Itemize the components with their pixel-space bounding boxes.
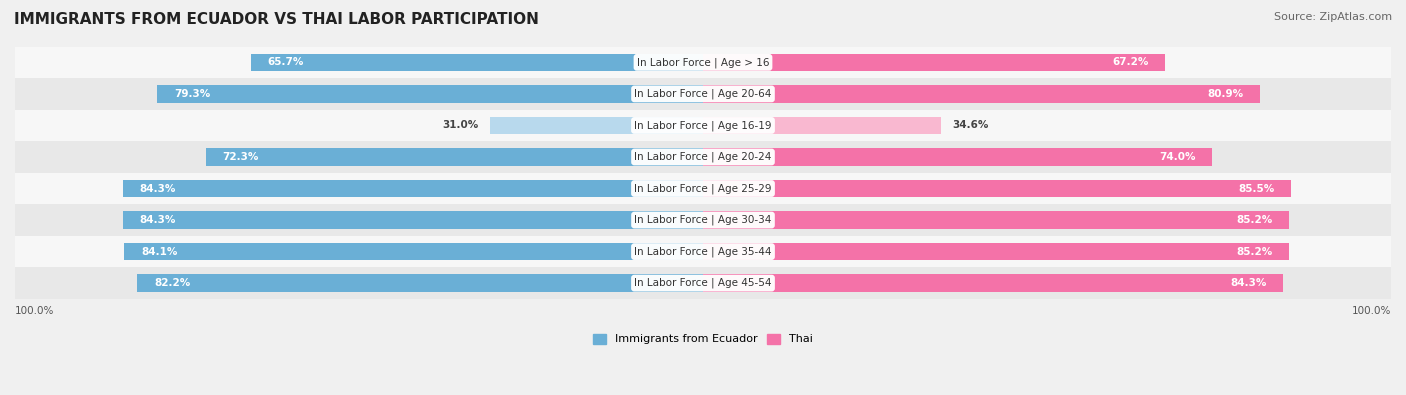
Text: 84.1%: 84.1% (141, 246, 177, 257)
Text: 67.2%: 67.2% (1112, 57, 1149, 68)
Bar (703, 211, 1289, 229)
Text: 31.0%: 31.0% (443, 120, 478, 130)
Text: 85.5%: 85.5% (1239, 184, 1275, 194)
Bar (703, 180, 1291, 197)
Text: In Labor Force | Age 25-29: In Labor Force | Age 25-29 (634, 183, 772, 194)
Text: 34.6%: 34.6% (952, 120, 988, 130)
Bar (122, 180, 703, 197)
Bar (124, 243, 703, 260)
Text: IMMIGRANTS FROM ECUADOR VS THAI LABOR PARTICIPATION: IMMIGRANTS FROM ECUADOR VS THAI LABOR PA… (14, 12, 538, 27)
Bar (15, 141, 1391, 173)
Text: 82.2%: 82.2% (155, 278, 190, 288)
Bar (15, 204, 1391, 236)
Text: 85.2%: 85.2% (1236, 246, 1272, 257)
Bar (205, 148, 703, 166)
Text: In Labor Force | Age > 16: In Labor Force | Age > 16 (637, 57, 769, 68)
Text: In Labor Force | Age 30-34: In Labor Force | Age 30-34 (634, 215, 772, 225)
Bar (15, 267, 1391, 299)
Text: 85.2%: 85.2% (1236, 215, 1272, 225)
Bar (703, 275, 1284, 292)
Bar (703, 148, 1212, 166)
Text: Source: ZipAtlas.com: Source: ZipAtlas.com (1274, 12, 1392, 22)
Bar (15, 78, 1391, 110)
Bar (703, 117, 941, 134)
Bar (15, 110, 1391, 141)
Bar (703, 243, 1289, 260)
Text: In Labor Force | Age 35-44: In Labor Force | Age 35-44 (634, 246, 772, 257)
Text: 100.0%: 100.0% (1351, 306, 1391, 316)
Text: In Labor Force | Age 20-24: In Labor Force | Age 20-24 (634, 152, 772, 162)
Text: 65.7%: 65.7% (267, 57, 304, 68)
Bar (703, 54, 1166, 71)
Bar (489, 117, 703, 134)
Text: 79.3%: 79.3% (174, 89, 209, 99)
Text: In Labor Force | Age 20-64: In Labor Force | Age 20-64 (634, 88, 772, 99)
Bar (157, 85, 703, 103)
Text: 74.0%: 74.0% (1159, 152, 1195, 162)
Text: In Labor Force | Age 45-54: In Labor Force | Age 45-54 (634, 278, 772, 288)
Text: 72.3%: 72.3% (222, 152, 259, 162)
Bar (15, 47, 1391, 78)
Bar (252, 54, 703, 71)
Text: 84.3%: 84.3% (1230, 278, 1267, 288)
Text: 84.3%: 84.3% (139, 215, 176, 225)
Bar (15, 173, 1391, 204)
Text: 100.0%: 100.0% (15, 306, 55, 316)
Text: 84.3%: 84.3% (139, 184, 176, 194)
Bar (703, 85, 1260, 103)
Bar (122, 211, 703, 229)
Bar (138, 275, 703, 292)
Text: 80.9%: 80.9% (1206, 89, 1243, 99)
Bar (15, 236, 1391, 267)
Text: In Labor Force | Age 16-19: In Labor Force | Age 16-19 (634, 120, 772, 131)
Legend: Immigrants from Ecuador, Thai: Immigrants from Ecuador, Thai (589, 329, 817, 349)
